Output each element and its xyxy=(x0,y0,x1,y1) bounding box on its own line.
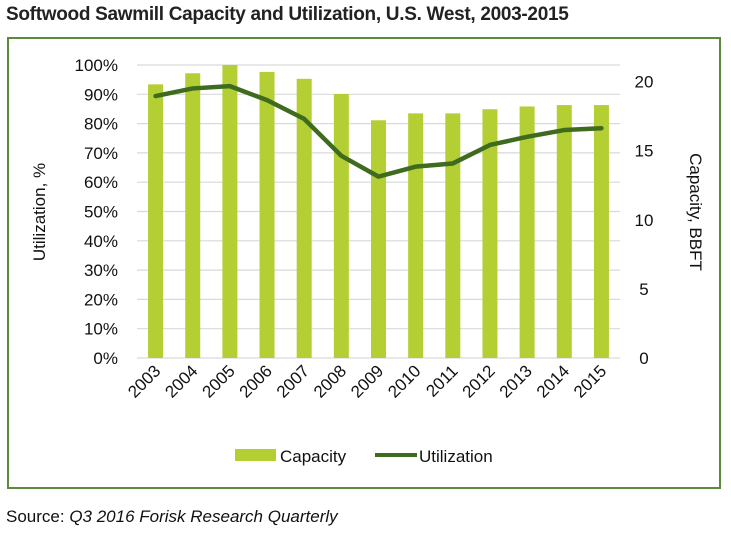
y-axis-right-label: Capacity, BBFT xyxy=(686,153,705,271)
x-tick-label: 2006 xyxy=(236,361,276,401)
y-right-tick-label: 20 xyxy=(635,73,654,92)
x-tick-label: 2011 xyxy=(422,361,461,400)
y-left-tick-label: 90% xyxy=(84,85,118,104)
x-tick-label: 2014 xyxy=(533,361,573,401)
capacity-bar xyxy=(593,105,609,358)
x-tick-label: 2005 xyxy=(199,361,239,401)
capacity-bar xyxy=(148,84,164,358)
capacity-bar xyxy=(333,94,349,358)
capacity-bar xyxy=(482,109,498,359)
y-left-tick-label: 60% xyxy=(84,173,118,192)
y-left-tick-label: 0% xyxy=(93,349,118,368)
chart-title: Softwood Sawmill Capacity and Utilizatio… xyxy=(6,4,569,25)
source-label: Source: xyxy=(6,507,70,526)
x-tick-label: 2004 xyxy=(161,361,201,401)
y-right-tick-label: 0 xyxy=(639,349,648,368)
y-left-tick-label: 20% xyxy=(84,290,118,309)
y-right-tick-label: 10 xyxy=(635,211,654,230)
y-left-tick-label: 70% xyxy=(84,144,118,163)
y-right-tick-label: 5 xyxy=(639,280,648,299)
x-tick-label: 2012 xyxy=(459,361,499,401)
x-tick-label: 2015 xyxy=(570,361,610,401)
legend: Capacity Utilization xyxy=(235,447,493,466)
source-note: Source: Q3 2016 Forisk Research Quarterl… xyxy=(6,507,338,527)
legend-capacity-label: Capacity xyxy=(280,447,347,466)
capacity-bar xyxy=(445,113,461,358)
x-tick-label: 2007 xyxy=(273,361,313,401)
y-left-tick-label: 80% xyxy=(84,115,118,134)
capacity-bar xyxy=(408,113,424,358)
capacity-bar xyxy=(185,73,201,358)
y-left-tick-label: 10% xyxy=(84,320,118,339)
x-tick-label: 2010 xyxy=(384,361,424,401)
x-tick-label: 2008 xyxy=(310,361,350,401)
capacity-bar xyxy=(556,105,572,358)
y-left-tick-label: 30% xyxy=(84,261,118,280)
y-axis-left-label: Utilization, % xyxy=(30,163,49,261)
capacity-bar xyxy=(296,78,312,359)
capacity-bar xyxy=(259,71,275,359)
x-tick-label: 2013 xyxy=(496,361,536,401)
chart-frame xyxy=(7,37,721,489)
y-left-tick-label: 100% xyxy=(75,56,118,75)
legend-capacity-swatch xyxy=(235,449,276,461)
capacity-bar xyxy=(371,120,386,358)
capacity-bar xyxy=(519,106,535,358)
legend-utilization-label: Utilization xyxy=(419,447,493,466)
y-left-tick-label: 50% xyxy=(84,203,118,222)
capacity-bar xyxy=(222,65,238,358)
source-text: Q3 2016 Forisk Research Quarterly xyxy=(69,507,338,526)
y-right-tick-label: 15 xyxy=(635,142,654,161)
x-tick-label: 2009 xyxy=(347,361,387,401)
x-tick-label: 2003 xyxy=(124,361,164,401)
y-left-tick-label: 40% xyxy=(84,232,118,251)
